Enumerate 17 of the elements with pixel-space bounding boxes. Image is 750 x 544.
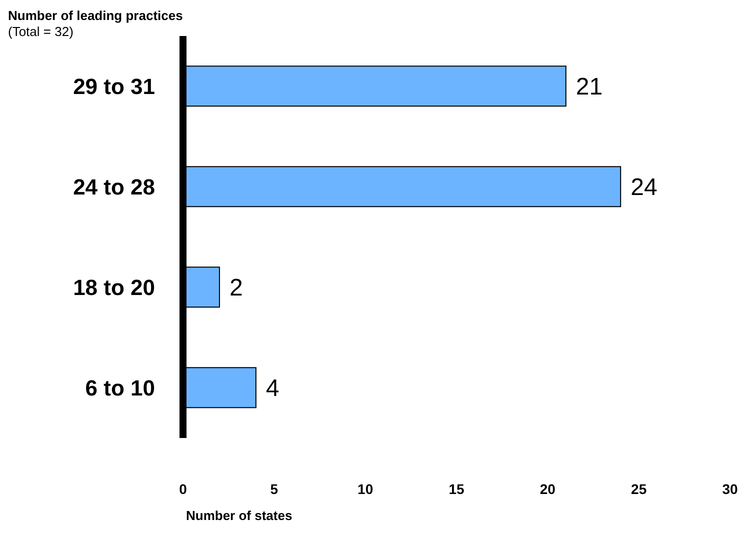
x-tick-label: 20 <box>540 480 556 497</box>
y-tick-label: 6 to 10 <box>85 376 155 401</box>
x-tick-label: 5 <box>270 480 278 497</box>
x-tick-label: 0 <box>179 480 188 497</box>
x-axis-title: Number of states <box>186 508 292 523</box>
data-label: 21 <box>576 74 603 101</box>
y-tick-label: 24 to 28 <box>73 174 155 200</box>
data-label: 24 <box>630 174 658 202</box>
x-tick-label: 15 <box>448 480 464 497</box>
y-tick-label: 29 to 31 <box>73 74 155 100</box>
x-tick-label: 30 <box>722 480 738 497</box>
data-label: 2 <box>229 274 243 302</box>
data-label: 4 <box>266 375 280 402</box>
x-tick-label: 10 <box>358 480 374 497</box>
y-tick-label: 18 to 20 <box>73 275 155 300</box>
y-axis-title: Number of leading practices (Total = 32) <box>8 8 183 40</box>
x-tick-label: 25 <box>631 480 647 497</box>
